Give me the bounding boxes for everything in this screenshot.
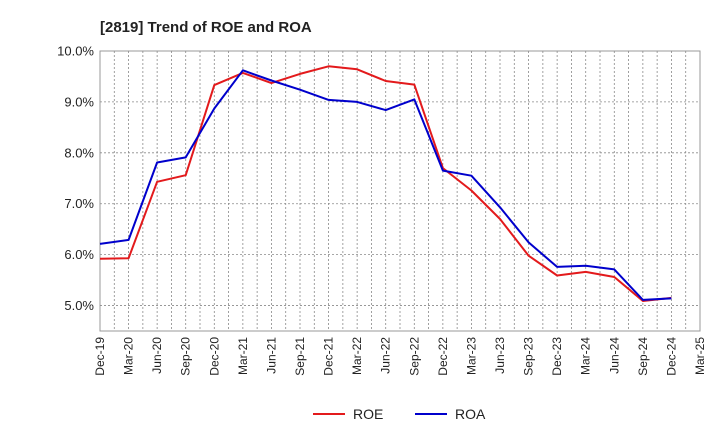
x-tick-label: Sep-21	[293, 337, 307, 376]
series-line-roa	[99, 69, 672, 301]
x-tick-label: Dec-20	[207, 337, 221, 376]
x-tick-label: Dec-19	[93, 337, 107, 376]
x-tick-label: Sep-24	[636, 337, 650, 376]
x-tick-label: Mar-23	[464, 337, 478, 375]
x-axis-ticks: Dec-19 Mar-20 Jun-20 Sep-20 Dec-20 Mar-21 Jun-…	[93, 337, 707, 376]
y-tick-label: 9.0%	[64, 94, 94, 109]
x-tick-label: Jun-21	[264, 337, 278, 374]
x-tick-label: Jun-23	[493, 337, 507, 374]
x-tick-label: Jun-22	[379, 337, 393, 374]
y-tick-label: 8.0%	[64, 145, 94, 160]
legend: ROE ROA	[313, 406, 486, 422]
y-tick-label: 7.0%	[64, 196, 94, 211]
chart-title: [2819] Trend of ROE and ROA	[100, 19, 312, 36]
x-tick-label: Dec-24	[664, 337, 678, 376]
y-axis-ticks: 5.0% 6.0% 7.0% 8.0% 9.0% 10.0%	[57, 44, 94, 314]
y-tick-label: 5.0%	[64, 298, 94, 313]
x-tick-label: Mar-24	[579, 337, 593, 375]
x-tick-label: Jun-20	[150, 337, 164, 374]
x-tick-label: Sep-22	[407, 337, 421, 376]
x-tick-label: Mar-22	[350, 337, 364, 375]
x-tick-label: Mar-20	[122, 337, 136, 375]
legend-label-roe: ROE	[353, 406, 383, 422]
y-tick-label: 6.0%	[64, 247, 94, 262]
x-tick-label: Mar-25	[693, 337, 707, 375]
x-tick-label: Sep-20	[179, 337, 193, 376]
x-tick-label: Dec-22	[436, 337, 450, 376]
series-lines	[99, 65, 672, 302]
y-tick-label: 10.0%	[57, 44, 94, 59]
x-tick-label: Mar-21	[236, 337, 250, 375]
x-tick-label: Dec-21	[322, 337, 336, 376]
legend-label-roa: ROA	[455, 406, 486, 422]
x-tick-label: Jun-24	[607, 337, 621, 374]
series-line-roe	[99, 65, 672, 302]
x-tick-label: Sep-23	[522, 337, 536, 376]
x-tick-label: Dec-23	[550, 337, 564, 376]
